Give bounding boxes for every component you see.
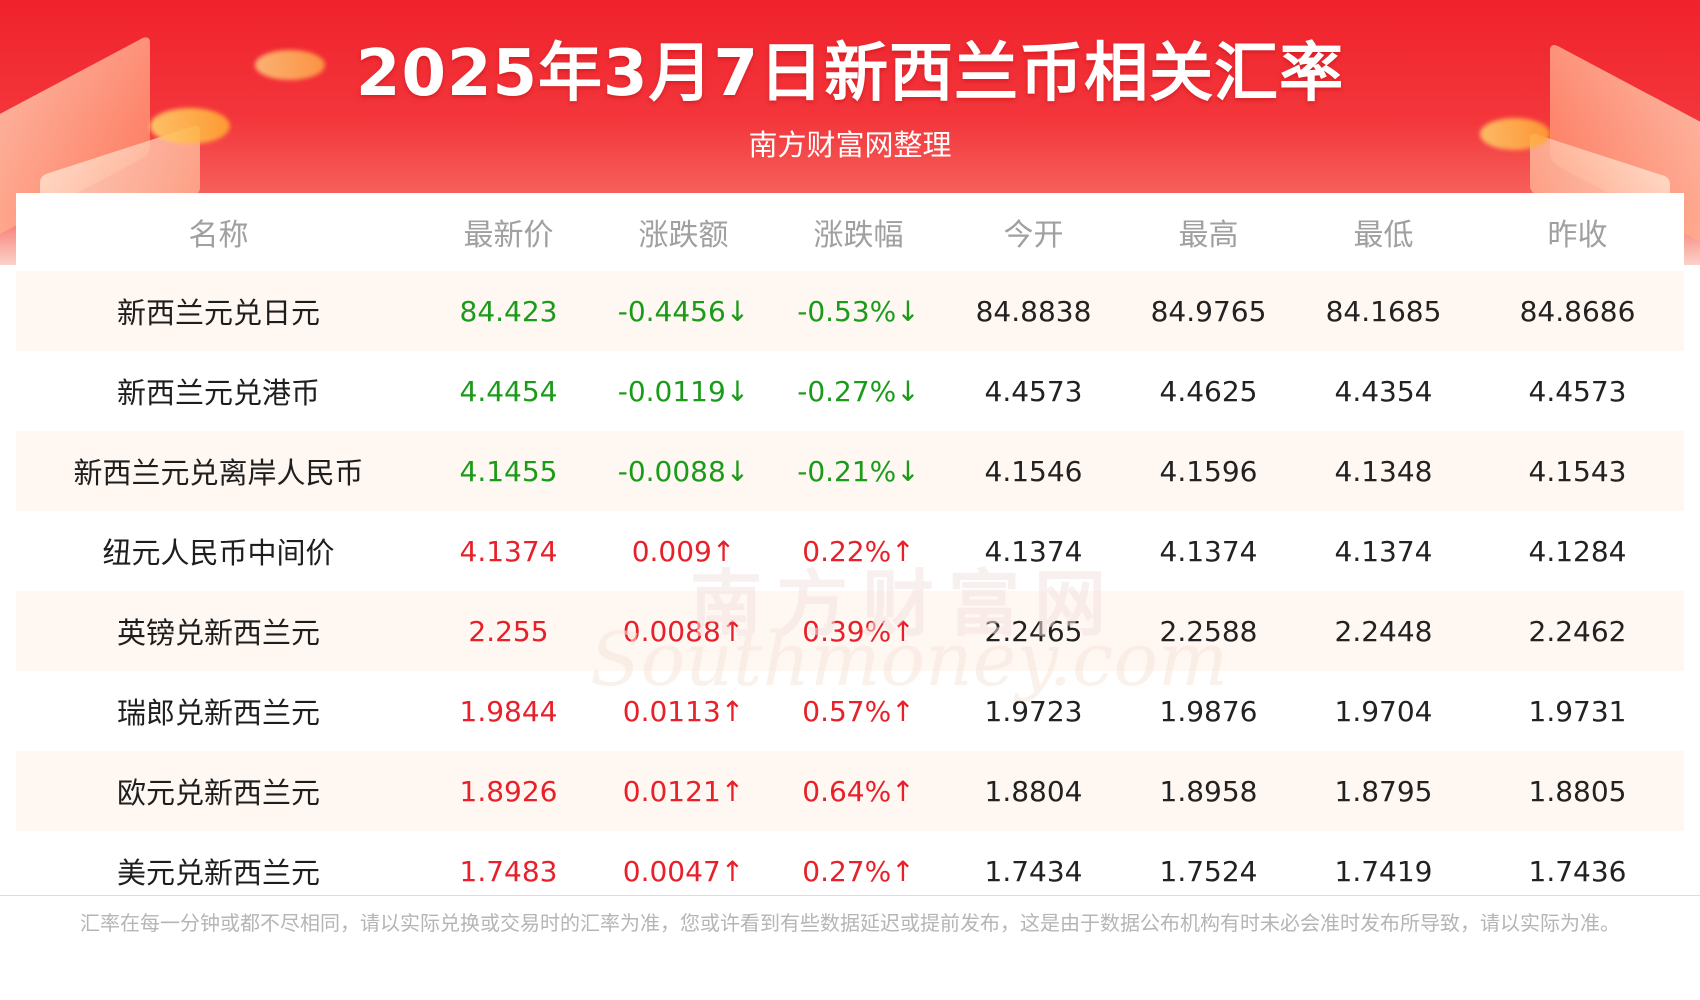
rate-change-pct: 0.22%↑ [771, 511, 946, 591]
divider [0, 895, 1700, 896]
rate-prev-close: 1.9731 [1471, 671, 1684, 751]
rate-low: 4.4354 [1296, 351, 1471, 431]
page-subtitle: 南方财富网整理 [748, 128, 952, 162]
rate-low: 4.1348 [1296, 431, 1471, 511]
rate-change-pct: -0.27%↓ [771, 351, 946, 431]
rate-low: 1.9704 [1296, 671, 1471, 751]
rate-name: 欧元兑新西兰元 [16, 751, 421, 831]
column-header-high: 最高 [1121, 193, 1296, 271]
table-row: 纽元人民币中间价 4.1374 0.009↑ 0.22%↑ 4.1374 4.1… [16, 511, 1684, 591]
rate-latest: 1.7483 [421, 831, 596, 911]
rate-prev-close: 4.1284 [1471, 511, 1684, 591]
rate-latest: 4.1374 [421, 511, 596, 591]
rate-change-pct: 0.39%↑ [771, 591, 946, 671]
rate-change: -0.0119↓ [596, 351, 771, 431]
rate-name: 新西兰元兑日元 [16, 271, 421, 351]
decor-coin-left-top [255, 50, 325, 80]
rate-change-pct: 0.57%↑ [771, 671, 946, 751]
rate-prev-close: 4.1543 [1471, 431, 1684, 511]
table-row: 新西兰元兑离岸人民币 4.1455 -0.0088↓ -0.21%↓ 4.154… [16, 431, 1684, 511]
rate-change: 0.0088↑ [596, 591, 771, 671]
table-row: 英镑兑新西兰元 2.255 0.0088↑ 0.39%↑ 2.2465 2.25… [16, 591, 1684, 671]
rate-latest: 84.423 [421, 271, 596, 351]
rate-high: 84.9765 [1121, 271, 1296, 351]
rates-table: 名称 最新价 涨跌额 涨跌幅 今开 最高 最低 昨收 新西兰元兑日元 84.42… [16, 193, 1684, 911]
rate-name: 新西兰元兑港币 [16, 351, 421, 431]
column-header-change: 涨跌额 [596, 193, 771, 271]
rate-open: 1.7434 [946, 831, 1121, 911]
rates-card: 名称 最新价 涨跌额 涨跌幅 今开 最高 最低 昨收 新西兰元兑日元 84.42… [16, 193, 1684, 911]
rate-change: 0.0121↑ [596, 751, 771, 831]
rate-latest: 1.9844 [421, 671, 596, 751]
rate-latest: 4.1455 [421, 431, 596, 511]
rate-high: 4.1374 [1121, 511, 1296, 591]
rate-change: 0.009↑ [596, 511, 771, 591]
column-header-prev-close: 昨收 [1471, 193, 1684, 271]
table-header-row: 名称 最新价 涨跌额 涨跌幅 今开 最高 最低 昨收 [16, 193, 1684, 271]
rate-change: 0.0113↑ [596, 671, 771, 751]
rate-change: -0.4456↓ [596, 271, 771, 351]
rate-open: 2.2465 [946, 591, 1121, 671]
rate-latest: 2.255 [421, 591, 596, 671]
rate-change-pct: 0.64%↑ [771, 751, 946, 831]
rate-high: 1.8958 [1121, 751, 1296, 831]
rate-open: 1.8804 [946, 751, 1121, 831]
rate-prev-close: 1.7436 [1471, 831, 1684, 911]
rate-low: 1.7419 [1296, 831, 1471, 911]
rate-change-pct: -0.21%↓ [771, 431, 946, 511]
decor-coin-left [150, 108, 230, 144]
rate-name: 英镑兑新西兰元 [16, 591, 421, 671]
rate-open: 4.1546 [946, 431, 1121, 511]
rate-name: 瑞郎兑新西兰元 [16, 671, 421, 751]
column-header-change-pct: 涨跌幅 [771, 193, 946, 271]
column-header-low: 最低 [1296, 193, 1471, 271]
rate-prev-close: 4.4573 [1471, 351, 1684, 431]
rate-latest: 1.8926 [421, 751, 596, 831]
rate-name: 纽元人民币中间价 [16, 511, 421, 591]
table-row: 新西兰元兑日元 84.423 -0.4456↓ -0.53%↓ 84.8838 … [16, 271, 1684, 351]
rate-high: 1.7524 [1121, 831, 1296, 911]
table-row: 新西兰元兑港币 4.4454 -0.0119↓ -0.27%↓ 4.4573 4… [16, 351, 1684, 431]
column-header-open: 今开 [946, 193, 1121, 271]
decor-coin-right [1480, 118, 1550, 150]
rate-prev-close: 84.8686 [1471, 271, 1684, 351]
rate-high: 4.1596 [1121, 431, 1296, 511]
column-header-name: 名称 [16, 193, 421, 271]
rate-low: 4.1374 [1296, 511, 1471, 591]
rate-change: -0.0088↓ [596, 431, 771, 511]
rate-name: 新西兰元兑离岸人民币 [16, 431, 421, 511]
table-row: 欧元兑新西兰元 1.8926 0.0121↑ 0.64%↑ 1.8804 1.8… [16, 751, 1684, 831]
rate-latest: 4.4454 [421, 351, 596, 431]
rate-change-pct: -0.53%↓ [771, 271, 946, 351]
disclaimer-footnote: 汇率在每一分钟或都不尽相同，请以实际兑换或交易时的汇率为准，您或许看到有些数据延… [80, 911, 1620, 935]
rate-open: 1.9723 [946, 671, 1121, 751]
rate-change: 0.0047↑ [596, 831, 771, 911]
rate-prev-close: 2.2462 [1471, 591, 1684, 671]
rate-low: 84.1685 [1296, 271, 1471, 351]
rate-name: 美元兑新西兰元 [16, 831, 421, 911]
rate-open: 84.8838 [946, 271, 1121, 351]
rate-low: 2.2448 [1296, 591, 1471, 671]
rate-open: 4.4573 [946, 351, 1121, 431]
column-header-latest: 最新价 [421, 193, 596, 271]
table-row: 美元兑新西兰元 1.7483 0.0047↑ 0.27%↑ 1.7434 1.7… [16, 831, 1684, 911]
page-title: 2025年3月7日新西兰币相关汇率 [355, 37, 1345, 111]
rate-high: 2.2588 [1121, 591, 1296, 671]
rate-low: 1.8795 [1296, 751, 1471, 831]
rate-change-pct: 0.27%↑ [771, 831, 946, 911]
rate-high: 1.9876 [1121, 671, 1296, 751]
table-row: 瑞郎兑新西兰元 1.9844 0.0113↑ 0.57%↑ 1.9723 1.9… [16, 671, 1684, 751]
rate-high: 4.4625 [1121, 351, 1296, 431]
rate-open: 4.1374 [946, 511, 1121, 591]
rate-prev-close: 1.8805 [1471, 751, 1684, 831]
